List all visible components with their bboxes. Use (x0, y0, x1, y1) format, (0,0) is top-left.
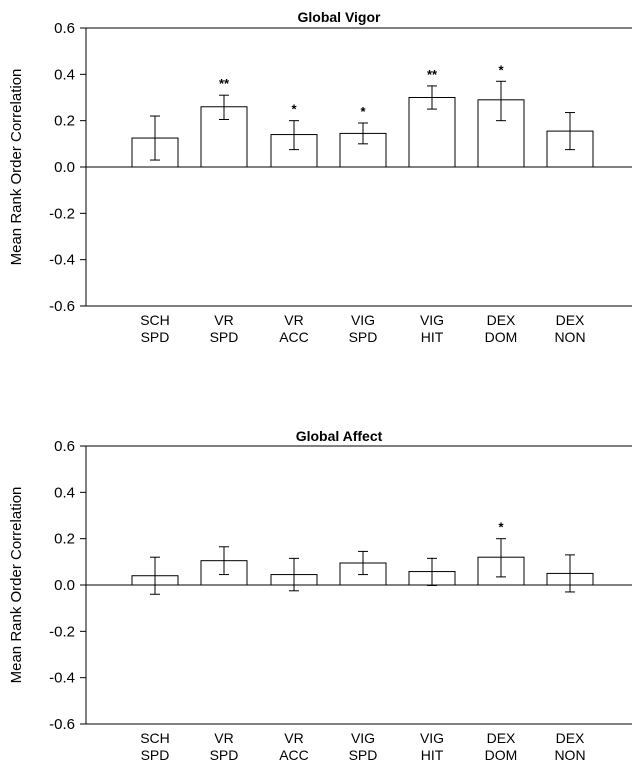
x-tick-label-line1: DEX (556, 312, 585, 328)
y-tick-label: 0.0 (54, 159, 75, 176)
x-tick-label-line2: SPD (141, 747, 170, 762)
x-tick-label-line2: SPD (210, 329, 239, 345)
y-tick-label: 0.0 (54, 577, 75, 594)
chart-title: Global Affect (296, 428, 383, 444)
significance-marker: ** (219, 76, 230, 91)
y-axis-label: Mean Rank Order Correlation (8, 69, 25, 266)
x-tick-label-line1: VIG (351, 730, 375, 746)
x-tick-label-line1: VR (284, 730, 303, 746)
x-tick-label-line1: VIG (351, 312, 375, 328)
x-tick-label-line1: DEX (487, 730, 516, 746)
x-tick-label-line2: SPD (141, 329, 170, 345)
y-tick-label: -0.4 (49, 252, 75, 269)
x-tick-label-line1: VR (214, 730, 233, 746)
y-tick-label: 0.4 (54, 66, 75, 83)
x-tick-label-line1: SCH (140, 312, 170, 328)
y-tick-label: 0.6 (54, 20, 75, 37)
x-tick-label-line2: DOM (485, 747, 518, 762)
bar (339, 132, 387, 168)
y-axis-label: Mean Rank Order Correlation (8, 487, 25, 684)
y-tick-label: -0.6 (49, 716, 75, 733)
x-tick-label-line1: VR (214, 312, 233, 328)
y-tick-label: 0.6 (54, 438, 75, 455)
y-tick-label: -0.2 (49, 623, 75, 640)
y-tick-label: 0.2 (54, 113, 75, 130)
y-tick-label: -0.2 (49, 205, 75, 222)
x-tick-label-line2: NON (554, 329, 585, 345)
x-tick-label-line2: NON (554, 747, 585, 762)
chart-panel-1: Global Vigor 0.6 0.4 0.2 0.0 -0.2 -0.4 -0.6 Mean… (8, 9, 632, 345)
x-tick-label-line2: SPD (349, 329, 378, 345)
significance-marker: * (498, 62, 504, 77)
significance-marker: * (498, 520, 504, 535)
x-tick-label-line2: SPD (210, 747, 239, 762)
x-tick-label-line1: VIG (420, 730, 444, 746)
x-tick-label-line2: ACC (279, 329, 309, 345)
chart-panel-2: Global Affect 0.6 0.4 0.2 0.0 -0.2 -0.4 -0.6 Mea… (8, 428, 632, 762)
chart-title: Global Vigor (298, 9, 382, 25)
x-tick-label-line2: SPD (349, 747, 378, 762)
y-tick-label: -0.4 (49, 670, 75, 687)
x-tick-label-line2: ACC (279, 747, 309, 762)
x-tick-label-line1: SCH (140, 730, 170, 746)
y-tick-label: 0.2 (54, 531, 75, 548)
x-tick-label-line1: VIG (420, 312, 444, 328)
y-tick-label: 0.4 (54, 484, 75, 501)
significance-marker: ** (427, 67, 438, 82)
x-tick-label-line1: VR (284, 312, 303, 328)
x-tick-label-line2: HIT (421, 747, 444, 762)
significance-marker: * (291, 102, 297, 117)
significance-marker: * (360, 104, 366, 119)
x-tick-label-line1: DEX (487, 312, 516, 328)
x-tick-label-line2: HIT (421, 329, 444, 345)
x-tick-label-line1: DEX (556, 730, 585, 746)
y-tick-label: -0.6 (49, 298, 75, 315)
x-tick-label-line2: DOM (485, 329, 518, 345)
